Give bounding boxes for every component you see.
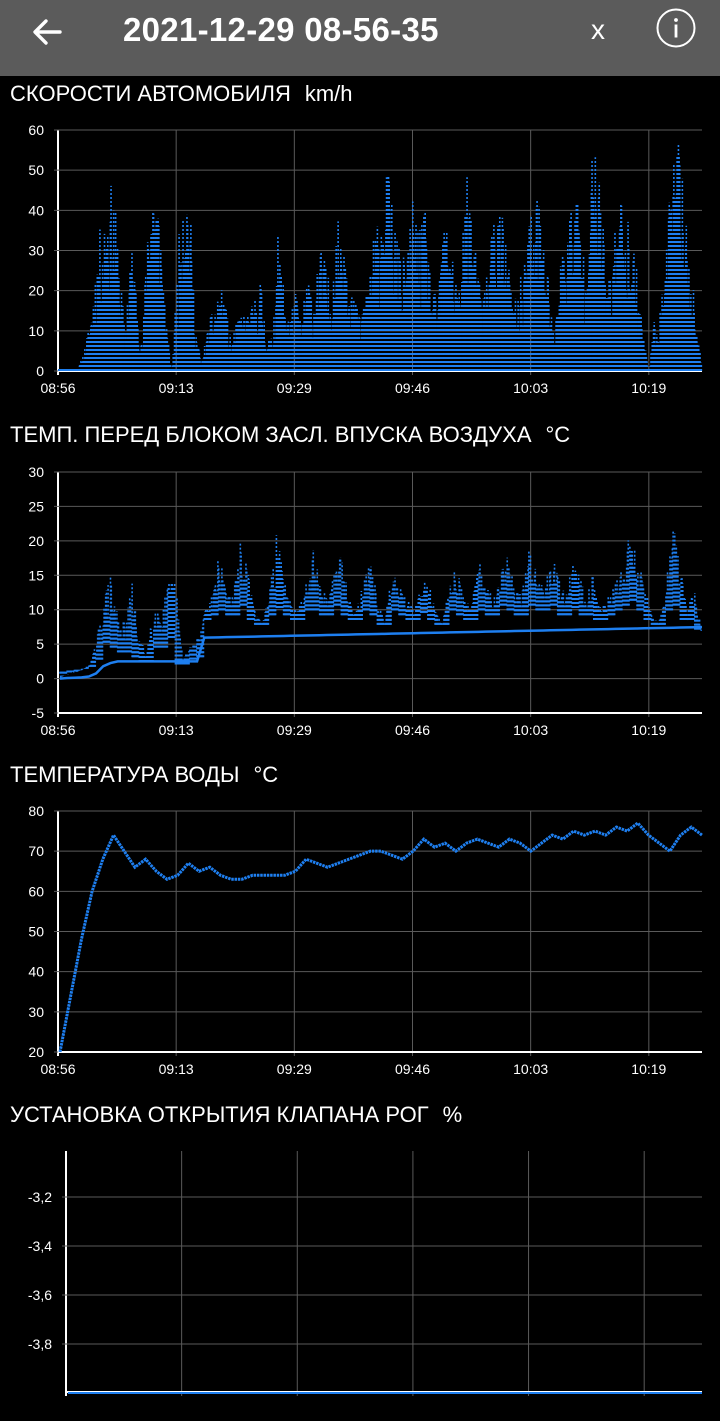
x-tick-label: 08:56 [40, 380, 75, 396]
y-tick-label: 25 [28, 498, 44, 514]
x-tick-label: 09:29 [277, 722, 312, 738]
y-tick-label: 50 [28, 162, 44, 178]
y-tick-label: 0 [36, 671, 44, 687]
y-tick-label: 20 [28, 1044, 44, 1060]
y-tick-label: 20 [28, 533, 44, 549]
chart-unit: % [442, 1102, 463, 1127]
y-tick-label: 60 [28, 122, 44, 138]
chart-title-text: ТЕМП. ПЕРЕД БЛОКОМ ЗАСЛ. ВПУСКА ВОЗДУХА [10, 422, 532, 447]
water-temp-chart: 20 30 40 50 60 70 80 08:56 09:13 09:29 09:46 10:03 1… [28, 803, 703, 1077]
x-tick-label: 08:56 [40, 1061, 75, 1077]
x-tick-label: 10:19 [631, 1061, 666, 1077]
x-tick-label: 09:46 [395, 380, 430, 396]
chart-title-water-temp: ТЕМПЕРАТУРА ВОДЫ °C [10, 761, 278, 789]
y-tick-label: 20 [28, 283, 44, 299]
y-tick-label: -3,4 [28, 1238, 52, 1254]
x-tick-label: 09:13 [159, 722, 194, 738]
chart-title-text: ТЕМПЕРАТУРА ВОДЫ [10, 762, 240, 787]
egr-valve-chart: -3,2 -3,4 -3,6 -3,8 [28, 1151, 702, 1396]
y-tick-label: -3,2 [28, 1189, 52, 1205]
chart-title-text: УСТАНОВКА ОТКРЫТИЯ КЛАПАНА РОГ [10, 1102, 429, 1127]
chart-title-text: СКОРОСТИ АВТОМОБИЛЯ [10, 81, 291, 106]
x-tick-label: 10:19 [631, 722, 666, 738]
y-tick-label: 40 [28, 964, 44, 980]
series-line [59, 625, 703, 680]
app-bar: 2021-12-29 08-56-35 x [0, 0, 720, 76]
y-tick-label: 0 [36, 363, 44, 379]
x-tick-label: 09:13 [159, 380, 194, 396]
y-tick-label: 80 [28, 803, 44, 819]
series-points [58, 144, 703, 371]
y-tick-label: 70 [28, 843, 44, 859]
chart-title-speed: СКОРОСТИ АВТОМОБИЛЯ km/h [10, 80, 353, 108]
chart-unit: km/h [304, 81, 353, 106]
y-tick-label: -3,8 [28, 1336, 52, 1352]
x-tick-label: 08:56 [40, 722, 75, 738]
x-tick-label: 09:29 [277, 1061, 312, 1077]
chart-unit: °C [545, 422, 571, 447]
page-title: 2021-12-29 08-56-35 [123, 11, 439, 48]
series-line [58, 821, 703, 1053]
x-tick-label: 09:46 [395, 722, 430, 738]
close-button[interactable]: x [591, 14, 605, 45]
chart-unit: °C [253, 762, 279, 787]
y-tick-label: 30 [28, 1004, 44, 1020]
y-tick-label: 50 [28, 924, 44, 940]
arrow-left-icon[interactable] [24, 8, 72, 56]
x-tick-label: 09:29 [277, 380, 312, 396]
y-tick-label: 40 [28, 202, 44, 218]
speed-chart: 0 10 20 30 40 50 60 08:56 09:13 09:29 09:46 10:03 10… [28, 122, 703, 396]
y-tick-label: 10 [28, 323, 44, 339]
x-tick-label: 09:46 [395, 1061, 430, 1077]
y-tick-label: 5 [36, 636, 44, 652]
info-circle-icon[interactable] [656, 8, 696, 48]
intake-temp-chart: -5 0 5 10 15 20 25 30 08:56 09:13 09:29 09:46 10:03 1… [28, 464, 703, 738]
chart-title-intake-temp: ТЕМП. ПЕРЕД БЛОКОМ ЗАСЛ. ВПУСКА ВОЗДУХА °… [10, 421, 570, 449]
x-tick-label: 10:03 [513, 722, 548, 738]
y-tick-label: 10 [28, 602, 44, 618]
x-tick-label: 10:03 [513, 380, 548, 396]
x-tick-label: 10:03 [513, 1061, 548, 1077]
y-tick-label: -3,6 [28, 1287, 52, 1303]
y-tick-label: 60 [28, 883, 44, 899]
y-tick-label: 30 [28, 243, 44, 259]
x-tick-label: 10:19 [631, 380, 666, 396]
y-tick-label: 30 [28, 464, 44, 480]
y-tick-label: 15 [28, 567, 44, 583]
y-tick-label: -5 [32, 705, 45, 721]
x-tick-label: 09:13 [159, 1061, 194, 1077]
chart-title-egr-valve: УСТАНОВКА ОТКРЫТИЯ КЛАПАНА РОГ% [10, 1101, 462, 1129]
series-points [59, 530, 703, 680]
